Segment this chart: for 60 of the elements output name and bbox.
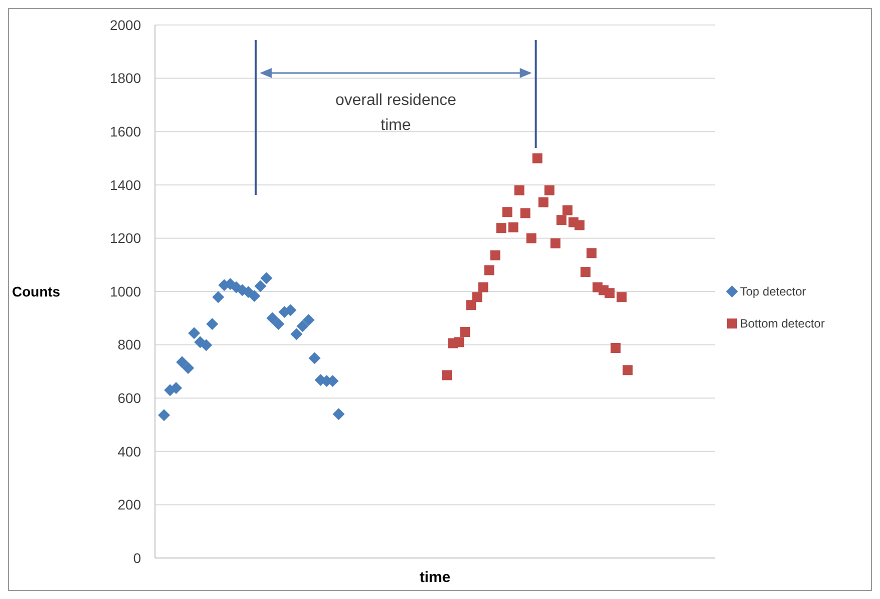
point	[182, 362, 194, 374]
point	[296, 320, 309, 332]
point	[574, 220, 585, 230]
y-tick-label: 1400	[110, 176, 142, 193]
point	[206, 318, 218, 330]
point	[622, 365, 633, 376]
point	[586, 248, 597, 258]
point	[308, 352, 321, 364]
point	[248, 290, 260, 302]
point	[200, 339, 212, 352]
point	[188, 327, 200, 340]
point	[478, 282, 488, 292]
point	[562, 205, 572, 216]
point	[212, 291, 224, 304]
point	[544, 185, 554, 196]
legend-label: Top detector	[740, 284, 806, 299]
point	[610, 343, 621, 353]
point	[332, 408, 345, 420]
y-tick-label: 400	[118, 443, 142, 460]
y-tick-label: 1200	[110, 230, 142, 246]
y-axis-title: Counts	[12, 283, 60, 300]
point	[472, 292, 482, 302]
point	[158, 409, 170, 422]
point	[556, 215, 566, 226]
annotation: overall residence time	[335, 92, 456, 134]
y-tick-label: 0	[133, 550, 142, 566]
point	[514, 185, 524, 196]
point	[302, 314, 315, 326]
y-tick-label: 2000	[110, 16, 142, 33]
point	[460, 327, 470, 338]
point	[454, 337, 464, 348]
point	[520, 208, 530, 218]
point	[484, 265, 494, 276]
point	[508, 222, 518, 232]
point	[502, 207, 512, 218]
point	[466, 300, 476, 310]
point	[580, 267, 591, 278]
x-axis-title: time	[420, 569, 450, 586]
point	[176, 356, 188, 368]
legend-label: Bottom detector	[740, 316, 825, 331]
point	[254, 280, 266, 292]
y-tick-label: 1800	[110, 70, 142, 86]
y-tick-label: 200	[118, 496, 142, 513]
point	[532, 153, 542, 164]
point	[272, 318, 284, 330]
point	[550, 238, 560, 248]
point	[266, 312, 278, 324]
point	[260, 272, 272, 284]
point	[526, 233, 536, 244]
point	[442, 370, 452, 380]
y-tick-label: 1600	[110, 124, 142, 140]
point	[496, 223, 506, 234]
point	[490, 250, 500, 260]
point	[604, 288, 615, 298]
point	[616, 292, 627, 302]
y-tick-label: 600	[118, 390, 142, 406]
point	[538, 197, 548, 208]
y-tick-label: 800	[118, 336, 142, 353]
y-tick-label: 1000	[110, 283, 142, 300]
point	[290, 328, 303, 340]
